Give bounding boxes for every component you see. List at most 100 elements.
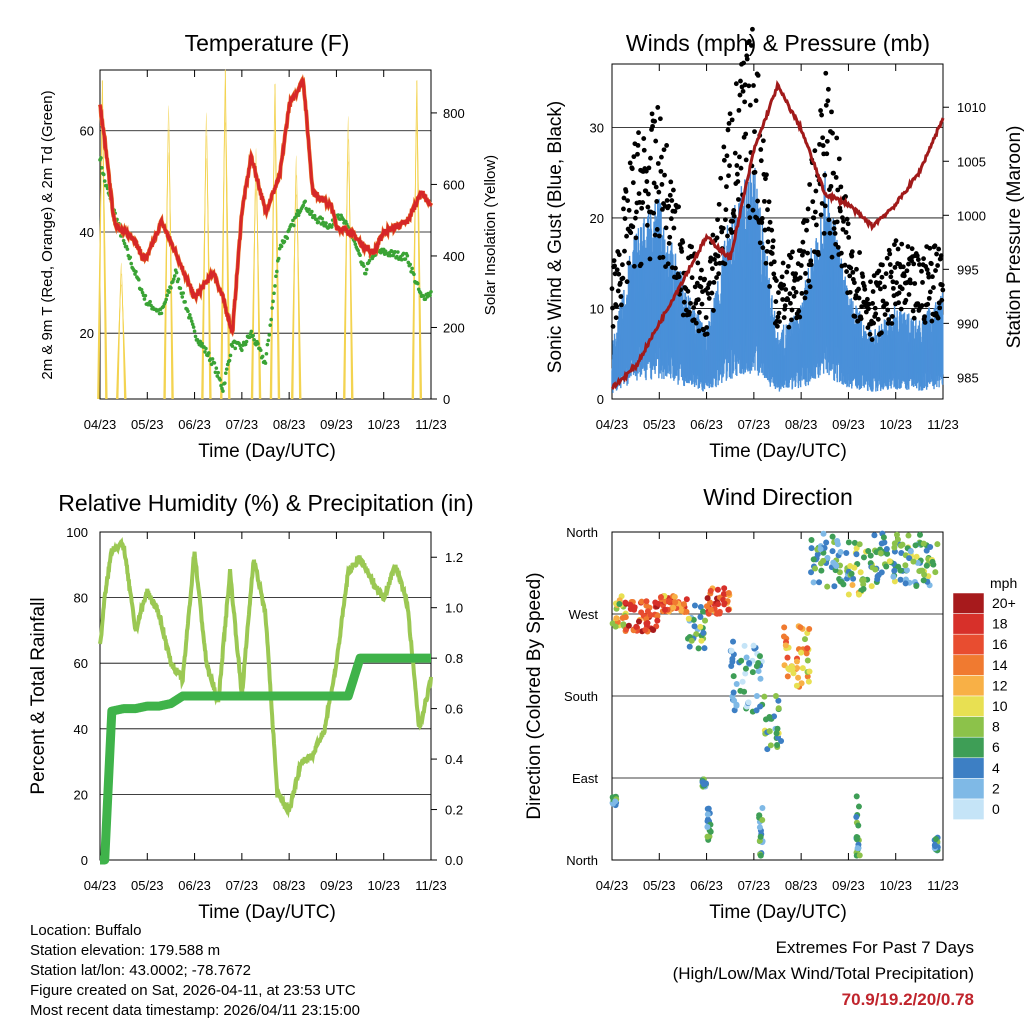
dewpoint-point [214, 366, 219, 370]
gust-point [893, 238, 899, 244]
x-tick-label-06-23: 06/23 [178, 878, 211, 893]
direction-point [701, 645, 708, 652]
gust-point [788, 255, 794, 261]
direction-point [733, 680, 740, 687]
gust-point [781, 315, 787, 320]
gust-point [938, 253, 944, 259]
gust-point [625, 198, 631, 203]
dewpoint-point [336, 213, 341, 217]
gust-point [882, 284, 887, 290]
direction-point [654, 613, 661, 620]
gust-point [652, 118, 658, 124]
colorbar-swatch-20+ [952, 592, 985, 614]
gust-point [818, 212, 824, 218]
x-tick-label-06-23: 06/23 [690, 417, 723, 432]
solar-peak-7 [291, 194, 302, 400]
gust-point [840, 215, 845, 221]
gust-point [731, 213, 737, 219]
direction-point [784, 654, 791, 661]
direction-point [742, 670, 749, 677]
x-tick-label-04-23: 04/23 [596, 878, 629, 893]
gust-point [799, 290, 805, 296]
dewpoint-point [401, 251, 406, 256]
pressure-line [610, 79, 945, 390]
direction-point [920, 577, 927, 584]
gust-point [925, 301, 931, 307]
direction-point [902, 580, 909, 587]
direction-point [884, 550, 891, 557]
direction-point [670, 604, 677, 611]
gust-point [711, 280, 717, 285]
gust-point [771, 259, 777, 265]
x-tick-label-10-23: 10/23 [367, 878, 400, 893]
direction-point [913, 583, 920, 590]
direction-point [854, 845, 861, 852]
x-tick-label-08-23: 08/23 [273, 878, 306, 893]
gust-point [611, 258, 617, 264]
direction-point [772, 693, 779, 700]
direction-point [753, 692, 760, 699]
dewpoint-point [218, 378, 222, 382]
sonic-wind-series [611, 167, 944, 393]
dewpoint-point [249, 329, 254, 334]
gust-point [668, 179, 674, 185]
x-tick-label-11-23: 11/23 [415, 417, 447, 432]
gust-point [843, 194, 848, 199]
colorbar-swatch-18 [952, 613, 985, 635]
humidity-title: Relative Humidity (%) & Precipitation (i… [58, 490, 473, 516]
direction-point [808, 545, 815, 552]
gust-point [851, 280, 857, 286]
direction-point [622, 614, 629, 621]
gust-point [714, 235, 720, 241]
direction-point [702, 617, 709, 624]
dewpoint-point [279, 244, 284, 249]
direction-point [704, 811, 711, 818]
gust-point [762, 227, 768, 233]
gust-point [843, 229, 849, 235]
dewpoint-point [296, 213, 301, 218]
gust-point [933, 268, 938, 273]
direction-point [902, 562, 909, 569]
direction-point [829, 533, 836, 540]
direction-point [697, 623, 704, 630]
gust-point [936, 246, 942, 252]
gust-point [685, 288, 691, 294]
gust-point [616, 271, 622, 277]
gust-point [912, 281, 918, 286]
x-tick-label-09-23: 09/23 [832, 417, 865, 432]
right-tick-label-0: 0.0 [445, 853, 463, 868]
gust-point [824, 138, 830, 144]
gust-point [892, 242, 897, 248]
dewpoint-point [169, 286, 173, 290]
direction-point [612, 798, 619, 805]
gust-point [849, 253, 855, 259]
gust-point [724, 184, 729, 190]
gust-point [695, 260, 701, 266]
dewpoint-point [329, 225, 334, 229]
gust-point [668, 216, 674, 222]
gust-point [785, 297, 791, 302]
gust-point [696, 328, 702, 334]
gust-point [663, 225, 669, 231]
colorbar-swatch-10 [952, 695, 985, 717]
y-tick-label-10: 10 [590, 301, 604, 316]
gust-point [825, 86, 831, 92]
humidity-left-axis-label: Percent & Total Rainfall [28, 597, 49, 794]
direction-point [753, 707, 760, 714]
direction-point [683, 608, 690, 615]
right-tick-label-0: 0 [443, 392, 450, 407]
gust-point [793, 289, 799, 295]
x-tick-label-10-23: 10/23 [879, 417, 912, 432]
gust-point [816, 252, 821, 258]
direction-point [860, 554, 867, 561]
gust-point [866, 306, 871, 312]
gust-point [671, 225, 677, 231]
dewpoint-point [260, 354, 265, 359]
gust-point [911, 315, 917, 321]
gust-point [922, 320, 928, 325]
gust-point [844, 269, 849, 274]
gust-point [620, 275, 626, 281]
gust-point [877, 280, 883, 286]
gust-point [731, 208, 737, 213]
dewpoint-point [219, 383, 223, 388]
